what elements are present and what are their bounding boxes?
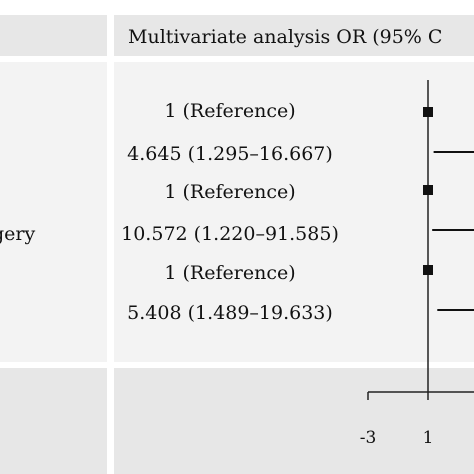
point-marker <box>423 185 433 195</box>
x-tick-label: 1 <box>423 428 434 448</box>
or-value-row-5: 1 (Reference) <box>164 262 296 284</box>
header-left-cell <box>0 15 107 56</box>
or-value-row-4: 10.572 (1.220–91.585) <box>121 223 339 245</box>
row-label: gery <box>0 223 36 245</box>
or-value-row-2: 4.645 (1.295–16.667) <box>127 143 333 165</box>
footer-left-cell <box>0 368 107 474</box>
footer-right-cell <box>114 368 474 474</box>
body-right-cell <box>114 62 474 362</box>
column-header-multivariate: Multivariate analysis OR (95% C <box>128 26 443 48</box>
or-value-row-3: 1 (Reference) <box>164 181 296 203</box>
x-tick-label: -3 <box>360 428 377 448</box>
point-marker <box>423 265 433 275</box>
body-left-cell <box>0 62 107 362</box>
point-marker <box>423 107 433 117</box>
or-value-row-1: 1 (Reference) <box>164 100 296 122</box>
header-right-cell <box>114 15 474 56</box>
or-value-row-6: 5.408 (1.489–19.633) <box>127 302 333 324</box>
